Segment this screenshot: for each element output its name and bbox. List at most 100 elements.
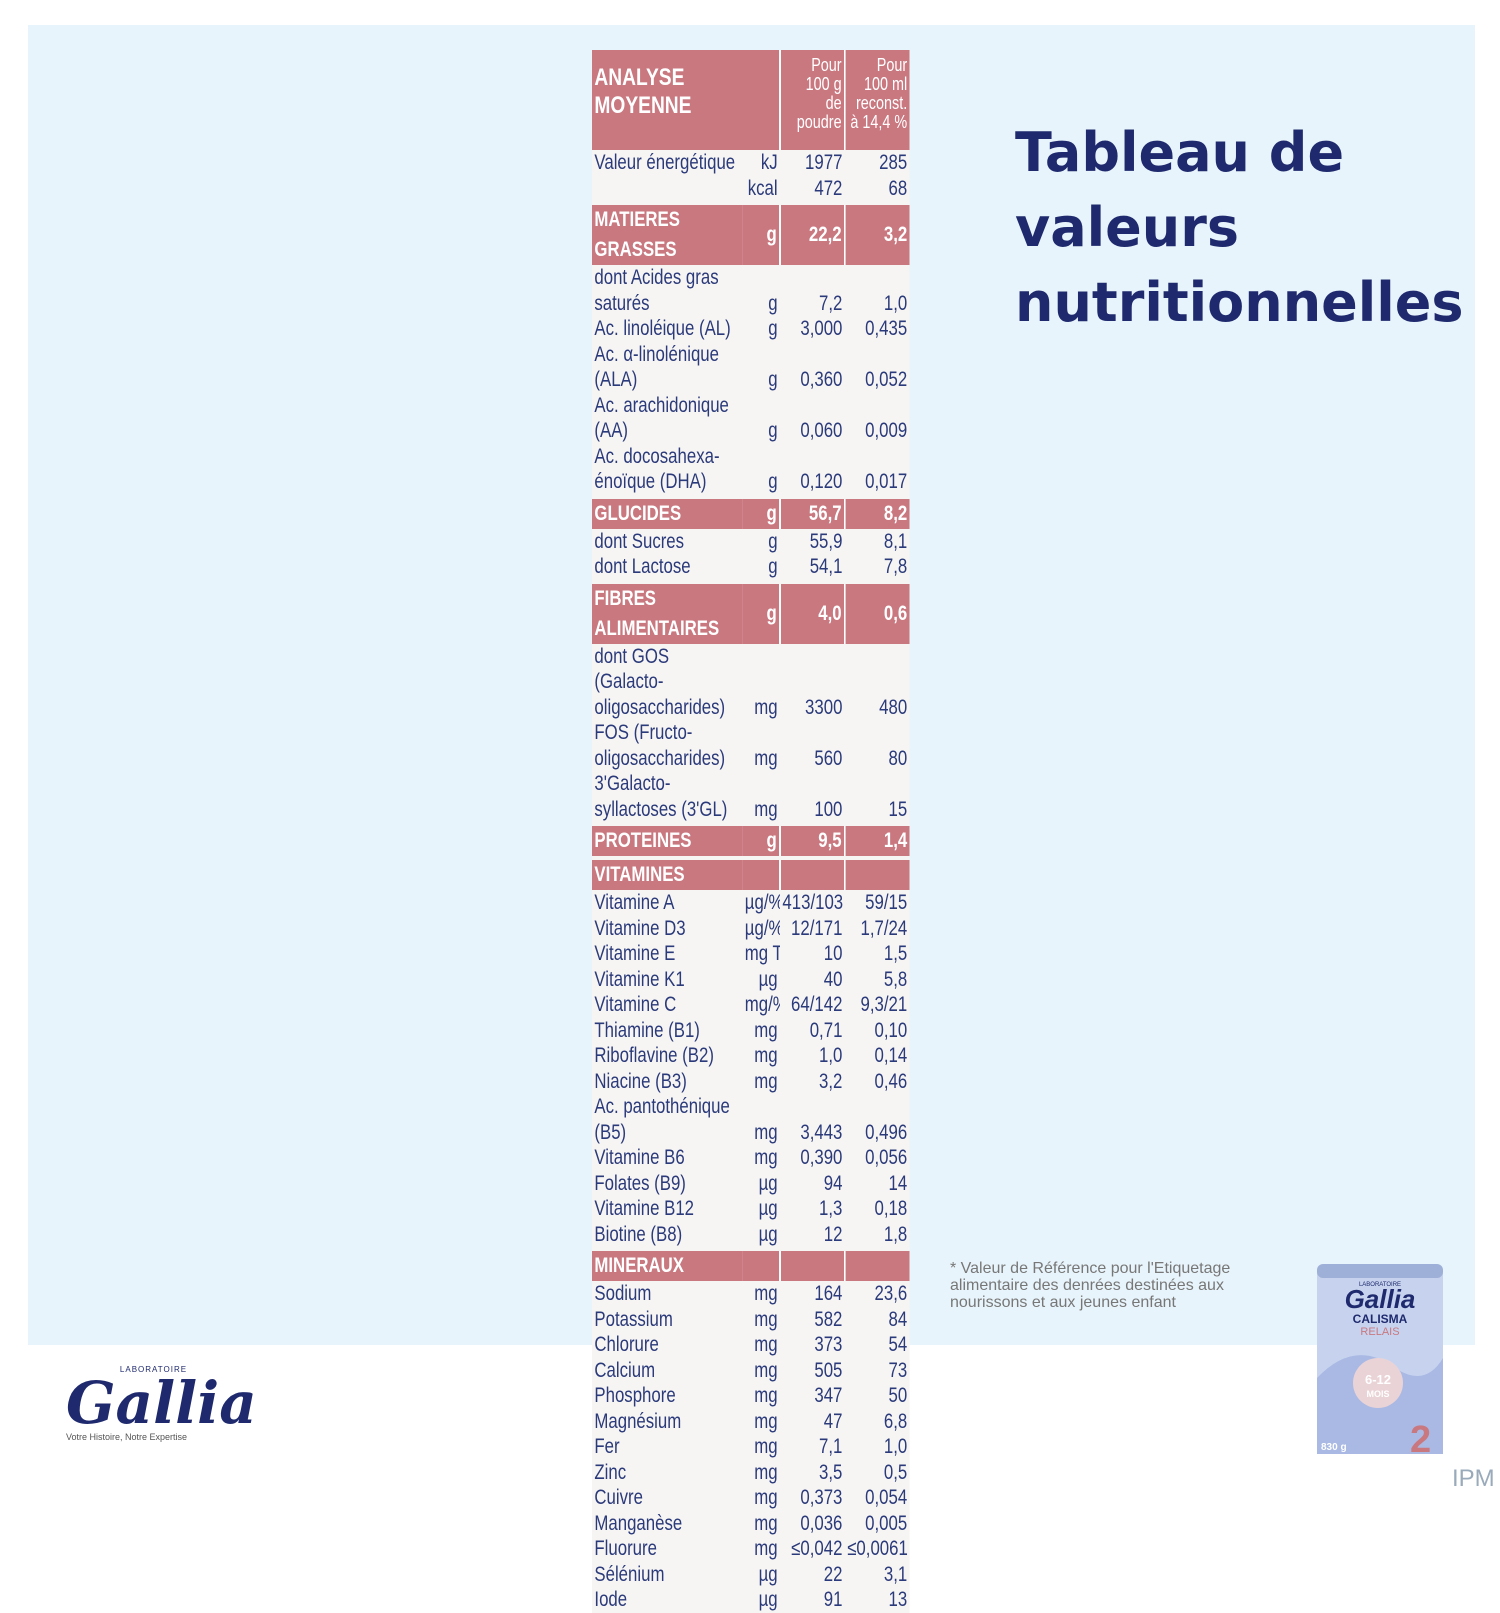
row-label: MINERAUX <box>592 1247 743 1281</box>
value-per-100ml: 1,0 <box>883 1435 908 1458</box>
value-per-100ml: 13 <box>888 1588 908 1611</box>
row-label: FOS (Fructo- oligosaccharides) <box>594 721 726 770</box>
row-unit: mg <box>754 1120 778 1144</box>
row-label: Niacine (B3) <box>594 1069 687 1093</box>
value-per-100g: 560 <box>814 746 843 770</box>
page: Tableau de valeurs nutritionnelles ANALY… <box>28 25 1495 1613</box>
row-unit: g <box>768 529 778 553</box>
section-row: PROTEINES g 9,5 1,4 <box>592 822 910 858</box>
product-age: 6-12 <box>1365 1372 1391 1387</box>
value-per-100g: 0,390 <box>800 1146 843 1169</box>
header-cell: Pour 100 g de poudre <box>779 50 845 150</box>
value-per-100g: 22 <box>823 1562 843 1586</box>
value-per-100g: 505 <box>814 1358 843 1382</box>
row-label: Zinc <box>594 1460 627 1484</box>
table-row: Riboflavine (B2) mg 1,0 0,14 <box>592 1043 910 1069</box>
value-per-100g: 55,9 <box>809 529 843 553</box>
row-label: dont Acides gras saturés <box>594 266 719 315</box>
value-per-100ml: 1,8 <box>883 1222 908 1246</box>
row-unit: µg <box>758 1171 778 1195</box>
row-label: Chlorure <box>594 1333 659 1356</box>
value-per-100g: 413/103 <box>782 891 844 914</box>
row-unit: mg <box>754 1018 778 1042</box>
value-per-100ml: 0,052 <box>865 368 908 391</box>
row-unit: mg <box>754 1460 778 1484</box>
section-row: VITAMINES <box>592 856 910 890</box>
value-per-100ml: 285 <box>879 151 908 174</box>
table-row: Ac. pantothénique (B5) mg 3,443 0,496 <box>592 1094 910 1145</box>
product-brand: Gallia <box>1345 1284 1416 1314</box>
row-label: Ac. pantothénique (B5) <box>594 1095 730 1144</box>
row-unit: g <box>768 470 778 493</box>
value-per-100g: 3,2 <box>819 1069 843 1093</box>
value-per-100g: 3300 <box>805 695 843 719</box>
row-unit: kcal <box>747 176 778 200</box>
logo-lab: LABORATOIRE <box>119 1365 188 1374</box>
value-per-100g: 0,060 <box>800 419 843 442</box>
row-label: Ac. docosahexa- énoïque (DHA) <box>594 444 720 494</box>
value-per-100ml: 80 <box>888 746 908 770</box>
row-unit: mg <box>754 1435 778 1458</box>
value-per-100ml: 3,1 <box>883 1562 908 1586</box>
row-unit: µg/% VRE* <box>744 891 781 914</box>
value-per-100ml: 0,10 <box>874 1018 908 1042</box>
value-per-100ml: 7,8 <box>883 555 908 578</box>
value-per-100g: 4,0 <box>779 579 845 644</box>
table-row: Vitamine C mg/% VRE* 64/142 9,3/21 <box>592 992 910 1018</box>
value-per-100ml: 0,435 <box>865 317 908 340</box>
row-label: FIBRES ALIMENTAIRES <box>592 579 743 644</box>
value-per-100g: 3,000 <box>800 317 843 340</box>
product-line2: RELAIS <box>1360 1326 1399 1338</box>
row-unit: g <box>768 368 778 391</box>
row-unit: µg <box>758 1562 778 1586</box>
product-weight: 830 g <box>1321 1442 1347 1453</box>
value-per-100g: 40 <box>823 967 843 991</box>
table-row: Calcium mg 505 73 <box>592 1358 910 1384</box>
table-row: Vitamine B12 µg 1,3 0,18 <box>592 1196 910 1222</box>
row-label: Cuivre <box>594 1486 643 1509</box>
table-row: Niacine (B3) mg 3,2 0,46 <box>592 1069 910 1095</box>
value-per-100ml: 68 <box>888 176 908 200</box>
row-label: Ac. arachidonique (AA) <box>594 393 729 443</box>
title: Tableau de valeurs nutritionnelles <box>1015 115 1464 340</box>
row-unit: µg <box>758 967 778 991</box>
table-body: ANALYSE MOYENNE Pour 100 g de poudre Pou… <box>592 50 910 1613</box>
header-cell: Pour 100 ml reconst. à 14,4 % <box>844 50 910 150</box>
value-per-100ml: 15 <box>888 797 908 821</box>
value-per-100ml: 0,009 <box>865 419 908 442</box>
product-stage: 2 <box>1410 1419 1431 1458</box>
value-per-100g <box>779 1247 845 1281</box>
value-per-100g: 3,443 <box>800 1120 843 1144</box>
value-per-100g: 1,0 <box>819 1044 843 1067</box>
row-label: GLUCIDES <box>592 494 743 529</box>
row-unit: mg <box>754 1333 778 1356</box>
row-unit: mg <box>754 1486 778 1509</box>
table-row: Manganèse mg 0,036 0,005 <box>592 1511 910 1537</box>
row-label: Thiamine (B1) <box>594 1018 700 1042</box>
value-per-100g: 12 <box>823 1222 843 1246</box>
value-per-100ml: ≤0,0061 <box>847 1537 908 1560</box>
value-per-100ml: 0,054 <box>865 1486 908 1509</box>
row-unit: mg <box>754 746 778 770</box>
title-line: Tableau de <box>1015 121 1345 184</box>
value-per-100g: 0,373 <box>800 1486 843 1509</box>
row-unit: µg <box>758 1197 778 1220</box>
table-row: Folates (B9) µg 94 14 <box>592 1171 910 1197</box>
row-unit: mg <box>754 1511 778 1535</box>
row-label: Vitamine E <box>594 942 676 965</box>
footnote: * Valeur de Référence pour l'Etiquetage … <box>950 1260 1231 1311</box>
row-unit: mg <box>754 1307 778 1331</box>
table-row: Ac. docosahexa- énoïque (DHA) g 0,120 0,017 <box>592 444 910 497</box>
table-row: Zinc mg 3,5 0,5 <box>592 1460 910 1486</box>
row-label: Calcium <box>594 1358 656 1382</box>
row-unit: g <box>742 201 781 265</box>
row-label: PROTEINES <box>592 822 743 858</box>
row-unit: µg/% VRE* <box>744 916 781 940</box>
row-label: Sodium <box>594 1282 652 1305</box>
row-unit: mg <box>754 797 778 821</box>
logo: LABORATOIRE Gallia Votre Histoire, Notre… <box>66 1365 257 1442</box>
value-per-100ml: 0,6 <box>844 579 910 644</box>
table-row: dont Acides gras saturés g 7,2 1,0 <box>592 265 910 316</box>
row-unit: mg <box>754 1044 778 1067</box>
value-per-100g: 94 <box>823 1171 843 1195</box>
